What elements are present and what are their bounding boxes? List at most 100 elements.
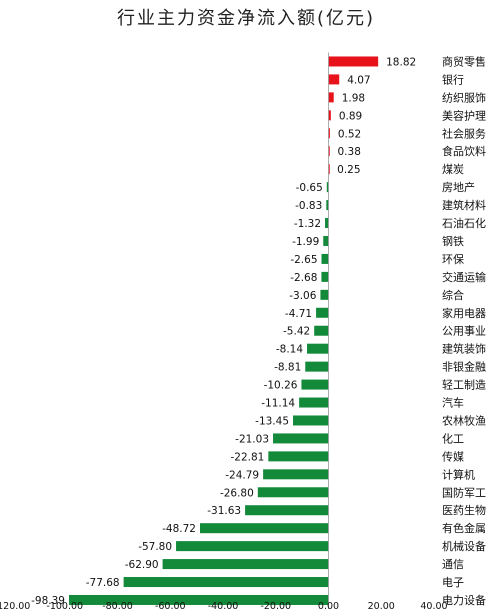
bar bbox=[268, 451, 329, 462]
bar-value-label: -13.45 bbox=[255, 415, 289, 427]
bar-value-label: -24.79 bbox=[225, 469, 259, 481]
bar bbox=[316, 307, 329, 318]
bar bbox=[307, 343, 329, 354]
bar bbox=[273, 433, 329, 444]
bar bbox=[328, 56, 379, 67]
bar-value-label: 1.98 bbox=[342, 92, 365, 104]
category-label: 环保 bbox=[442, 252, 464, 266]
category-label: 化工 bbox=[442, 431, 464, 445]
bar-value-label: -1.32 bbox=[294, 218, 321, 230]
bar-value-label: -8.81 bbox=[274, 362, 301, 374]
bar bbox=[257, 487, 329, 498]
category-label: 商贸零售 bbox=[442, 54, 486, 68]
bar-value-label: -77.68 bbox=[86, 577, 120, 589]
category-label: 综合 bbox=[442, 288, 464, 302]
x-axis: -120.00 -100.00 -80.00 -60.00 -40.00 -20.00 0.… bbox=[0, 52, 448, 612]
bar-value-label: -2.68 bbox=[290, 272, 317, 284]
bar-value-label: -8.14 bbox=[276, 344, 303, 356]
category-label: 食品饮料 bbox=[442, 144, 486, 158]
category-label: 建筑装饰 bbox=[442, 342, 486, 356]
category-label: 家用电器 bbox=[442, 306, 486, 320]
category-label: 有色金属 bbox=[442, 521, 486, 535]
bar bbox=[321, 271, 329, 282]
category-label: 钢铁 bbox=[442, 235, 464, 248]
bar bbox=[323, 235, 329, 246]
bar bbox=[328, 164, 330, 175]
bar bbox=[314, 325, 329, 336]
category-label: 电力设备 bbox=[442, 593, 486, 607]
category-label: 美容护理 bbox=[442, 108, 486, 122]
bar-value-label: -2.65 bbox=[290, 254, 317, 266]
bars-group: 18.82 商贸零售 4.07 银行 1.98 纺织服饰 0.89 美容护理 0.52 社会服务 0… bbox=[31, 54, 486, 607]
category-label: 医药生物 bbox=[442, 503, 486, 517]
category-label: 非银金融 bbox=[442, 360, 486, 374]
category-label: 农林牧渔 bbox=[442, 413, 486, 427]
category-label: 煤炭 bbox=[442, 163, 464, 176]
bar bbox=[69, 594, 329, 605]
bar bbox=[328, 92, 334, 103]
bar-value-label: 4.07 bbox=[347, 74, 370, 86]
x-tick-label: -40.00 bbox=[208, 601, 239, 612]
bar-value-label: 0.89 bbox=[339, 110, 362, 122]
bar bbox=[328, 110, 331, 121]
bar-value-label: -22.81 bbox=[230, 451, 264, 463]
bar-value-label: -0.83 bbox=[295, 200, 322, 212]
category-label: 社会服务 bbox=[442, 126, 486, 140]
bar-value-label: -1.99 bbox=[292, 236, 319, 248]
x-tick-label: -100.00 bbox=[46, 601, 83, 612]
category-label: 银行 bbox=[442, 72, 464, 86]
bar bbox=[325, 218, 329, 229]
x-tick-label: -20.00 bbox=[260, 601, 291, 612]
bar-value-label: -5.42 bbox=[283, 326, 310, 338]
bar bbox=[299, 397, 329, 408]
bar bbox=[320, 289, 329, 300]
category-label: 传媒 bbox=[442, 450, 464, 463]
bar bbox=[123, 577, 329, 588]
category-label: 计算机 bbox=[442, 467, 475, 481]
bar-value-label: -57.80 bbox=[138, 541, 172, 553]
bar bbox=[328, 74, 340, 85]
bar-value-label: -31.63 bbox=[207, 505, 241, 517]
bar-value-label: 0.52 bbox=[338, 128, 361, 140]
category-label: 石油石化 bbox=[442, 216, 486, 230]
category-label: 通信 bbox=[442, 558, 464, 571]
bar bbox=[326, 182, 329, 193]
bar bbox=[176, 541, 329, 552]
chart-title: 行业主力资金净流入额(亿元) bbox=[117, 8, 375, 29]
bar bbox=[245, 505, 329, 516]
bar-value-label: -0.65 bbox=[296, 182, 323, 194]
category-label: 房地产 bbox=[442, 180, 475, 194]
category-label: 轻工制造 bbox=[442, 378, 486, 392]
bar bbox=[263, 469, 329, 480]
bar-value-label: 0.38 bbox=[338, 146, 361, 158]
x-tick-label: 20.00 bbox=[368, 601, 395, 612]
category-label: 汽车 bbox=[442, 396, 464, 410]
bar-value-label: 18.82 bbox=[386, 56, 416, 68]
bar-value-label: -26.80 bbox=[220, 487, 254, 499]
bar-value-label: -3.06 bbox=[289, 290, 316, 302]
x-tick-label: -60.00 bbox=[155, 601, 186, 612]
category-label: 纺织服饰 bbox=[442, 90, 486, 104]
bar-value-label: -11.14 bbox=[261, 398, 295, 410]
bar bbox=[301, 379, 329, 390]
bar-value-label: -4.71 bbox=[285, 308, 312, 320]
x-tick-label: -120.00 bbox=[0, 601, 30, 612]
bar bbox=[328, 128, 330, 139]
category-label: 机械设备 bbox=[442, 539, 486, 553]
category-label: 建筑材料 bbox=[442, 198, 486, 212]
category-label: 交通运输 bbox=[442, 270, 486, 284]
category-label: 电子 bbox=[442, 576, 464, 589]
bar-value-label: -10.26 bbox=[264, 380, 298, 392]
bar bbox=[305, 361, 329, 372]
category-label: 公用事业 bbox=[442, 325, 486, 338]
bar-value-label: 0.25 bbox=[337, 164, 360, 176]
bar bbox=[293, 415, 329, 426]
bar bbox=[162, 559, 329, 570]
x-tick-label: 40.00 bbox=[420, 601, 447, 612]
bar bbox=[200, 523, 329, 534]
bar-value-label: -62.90 bbox=[125, 559, 159, 571]
x-tick-label: 0.00 bbox=[318, 601, 339, 612]
bar bbox=[328, 146, 330, 157]
bar bbox=[326, 200, 329, 211]
bar-value-label: -48.72 bbox=[162, 523, 196, 535]
